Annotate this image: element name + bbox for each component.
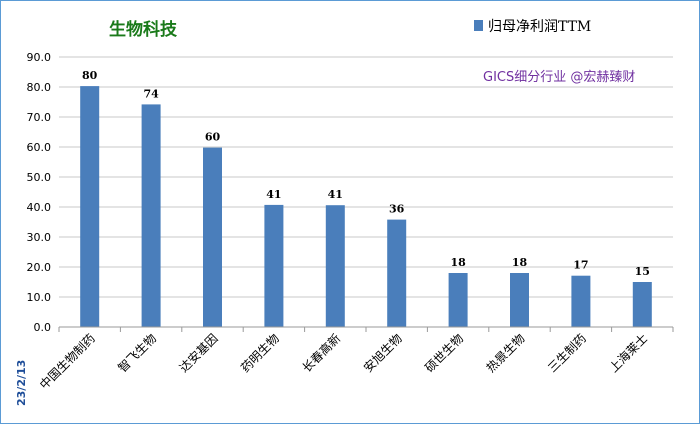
- bar: [448, 273, 468, 327]
- y-axis: 0.0 10.0 20.0 30.0 40.0 50.0 60.0 70.0 80.0 90.0: [27, 51, 52, 334]
- data-label: 15: [635, 265, 650, 278]
- y-tick-label: 10.0: [27, 291, 52, 304]
- bar: [571, 275, 591, 327]
- data-label: 17: [573, 259, 588, 272]
- data-label: 80: [82, 69, 98, 82]
- gridlines: [59, 56, 673, 328]
- y-tick-label: 20.0: [27, 261, 52, 274]
- data-label: 18: [512, 256, 528, 269]
- data-label: 60: [205, 131, 221, 144]
- y-tick-label: 50.0: [27, 171, 52, 184]
- bars: [80, 86, 652, 328]
- bar: [510, 273, 529, 327]
- data-label: 36: [389, 203, 405, 216]
- y-tick-label: 90.0: [27, 51, 52, 64]
- x-tick-label: 长春高新: [299, 331, 344, 376]
- bar: [203, 147, 222, 327]
- bar: [141, 104, 161, 328]
- data-label: 41: [328, 188, 343, 201]
- date-label: 23/2/13: [15, 360, 28, 406]
- x-tick-label: 上海莱士: [606, 331, 651, 376]
- bar: [325, 205, 345, 327]
- y-tick-label: 30.0: [27, 231, 52, 244]
- chart-title: 生物科技: [109, 19, 178, 40]
- bar: [632, 282, 652, 327]
- x-tick-label: 达安基因: [176, 331, 221, 376]
- data-label: 41: [266, 188, 281, 201]
- x-tick-label: 热景生物: [484, 331, 528, 375]
- x-tick-label: 硕世生物: [422, 331, 466, 375]
- value-labels: 80 74 60 41 41 36 18 18 17 15: [82, 69, 650, 278]
- y-tick-label: 80.0: [27, 81, 52, 94]
- y-tick-label: 40.0: [27, 201, 52, 214]
- legend-label: 归母净利润TTM: [488, 18, 591, 35]
- x-tick-label: 三生制药: [545, 331, 589, 375]
- bar: [264, 204, 284, 327]
- y-tick-label: 70.0: [27, 111, 52, 124]
- y-tick-label: 0.0: [34, 321, 52, 334]
- x-axis: 中国生物制药 智飞生物 达安基因 药明生物 长春高新 安旭生物 硕世生物 热景生物 三生制药 上海…: [36, 326, 674, 393]
- x-tick-label: 智飞生物: [115, 331, 160, 376]
- data-label: 18: [450, 256, 466, 269]
- x-tick-label: 药明生物: [238, 331, 282, 375]
- legend-swatch: [474, 20, 483, 31]
- bar: [80, 86, 100, 327]
- x-tick-label: 中国生物制药: [36, 331, 98, 393]
- annotation-text: GICS细分行业 @宏赫臻财: [483, 70, 635, 85]
- bar: [387, 219, 407, 327]
- data-label: 74: [143, 87, 159, 100]
- y-tick-label: 60.0: [27, 141, 52, 154]
- x-tick-label: 安旭生物: [360, 331, 405, 376]
